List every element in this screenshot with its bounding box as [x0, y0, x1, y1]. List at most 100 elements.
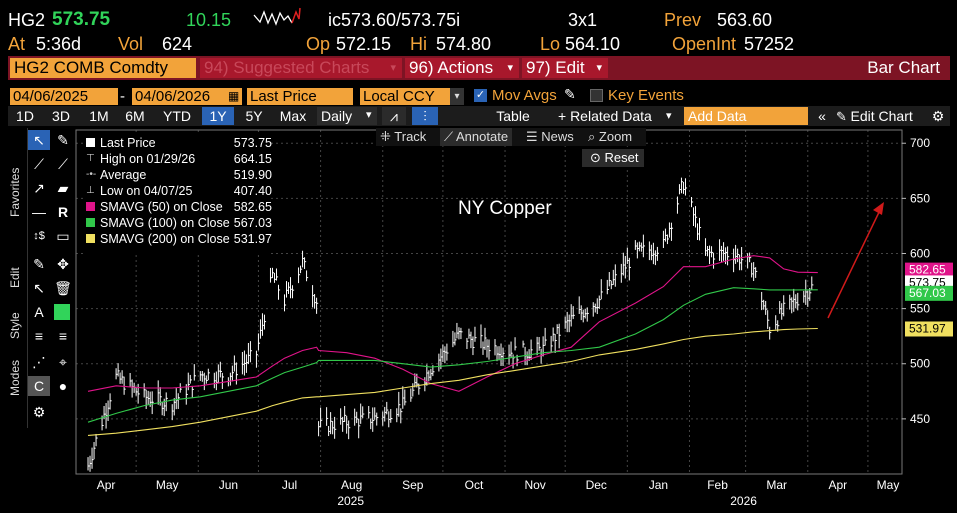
frequency-select[interactable]: Daily	[317, 107, 377, 125]
move-icon[interactable]: ✥	[57, 256, 69, 272]
tools-settings-icon[interactable]: ⚙	[32, 404, 46, 420]
trendline-icon[interactable]: ⟋	[34, 156, 44, 172]
collapse-chevrons-icon[interactable]: «	[818, 108, 826, 124]
year-label: 2025	[337, 494, 364, 508]
rectangle-icon[interactable]: ▭	[56, 228, 70, 244]
crosshair-mode-icon[interactable]: ⋰	[32, 354, 46, 370]
sparkline-icon	[252, 6, 302, 34]
horizontal-line-icon[interactable]: —	[32, 204, 46, 220]
legend-label: SMAVG (200) on Close	[100, 232, 230, 246]
color-swatch[interactable]	[54, 304, 70, 320]
period-ytd[interactable]: YTD	[163, 108, 191, 124]
track-tool[interactable]: ⁜ Track	[380, 129, 427, 144]
open-value: 572.15	[336, 34, 392, 54]
ticker[interactable]: HG2	[8, 10, 46, 30]
period-max[interactable]: Max	[279, 108, 307, 124]
actions-button[interactable]: 96) Actions ▾	[405, 58, 519, 78]
x-tick-label: Apr	[829, 478, 848, 492]
low-label: Lo	[540, 34, 561, 54]
ray-line-icon[interactable]: ⟋	[58, 156, 68, 172]
open-label: Op	[306, 34, 331, 54]
period-bar: 1D 3D 1M 6M YTD 1Y 5Y Max Daily ▾ ⩘ ⫶ Ta…	[8, 106, 950, 126]
legend-label: SMAVG (100) on Close	[100, 216, 230, 230]
select-icon[interactable]: ↖	[33, 280, 45, 296]
calendar-icon[interactable]: ▦	[228, 89, 240, 103]
zoom-tool[interactable]: ⌕ Zoom	[588, 129, 633, 144]
suggested-charts-button[interactable]: 94) Suggested Charts ▾	[200, 58, 402, 78]
period-5y[interactable]: 5Y	[245, 108, 263, 124]
y-tick-label: 600	[910, 246, 930, 260]
start-date-field[interactable]: 04/06/2025	[10, 88, 118, 105]
end-date-field[interactable]: 04/06/2026	[132, 88, 242, 105]
cycle-mode-icon[interactable]: C	[28, 376, 50, 396]
pencil-icon[interactable]: ✎	[564, 86, 576, 102]
chart-axes: Apr May Jun Jul Aug Sep Oct Nov Dec Jan Feb Mar Apr M…	[75, 129, 930, 508]
x-tick-label: Dec	[586, 478, 607, 492]
last-value-tag	[905, 321, 953, 337]
edit-button[interactable]: 97) Edit ▾	[522, 58, 608, 78]
legend-value: 664.15	[233, 152, 272, 166]
last-price: 573.75	[52, 9, 111, 30]
text-style-icon[interactable]: A	[34, 304, 44, 320]
line-weight-icon[interactable]: ≡	[58, 328, 68, 344]
related-data-button[interactable]: + Related Data	[558, 108, 652, 124]
reset-button[interactable]: ⊙ Reset	[582, 149, 644, 167]
legend-marker-icon: ⊥	[86, 185, 95, 196]
legend-marker-icon	[86, 234, 95, 243]
period-3d[interactable]: 3D	[52, 108, 70, 124]
prev-label: Prev	[664, 10, 702, 30]
bar-chart-icon[interactable]: ⫶	[412, 107, 438, 125]
at-label: At	[8, 34, 26, 54]
side-tab-strip: Favorites Edit Style Modes	[8, 128, 28, 428]
legend-label: Low on 04/07/25	[100, 184, 193, 198]
moving-averages	[87, 255, 818, 436]
arrow-line-icon[interactable]: ↗	[33, 180, 45, 196]
period-6m[interactable]: 6M	[125, 108, 145, 124]
currency-dropdown-icon[interactable]: ▾	[450, 88, 464, 105]
mov-avgs-label[interactable]: Mov Avgs	[492, 87, 557, 104]
period-1d[interactable]: 1D	[16, 108, 34, 124]
frequency-dropdown-icon[interactable]: ▾	[366, 109, 372, 121]
key-events-checkbox[interactable]	[590, 89, 603, 102]
annotate-tool[interactable]: ⟋ Annotate	[440, 128, 513, 146]
pointer-tool-icon[interactable]: ↖	[28, 130, 50, 150]
settings-gear-icon[interactable]: ⚙	[931, 108, 945, 124]
currency-select[interactable]: Local CCY	[360, 88, 450, 105]
bid-ask-size: 3x1	[568, 10, 598, 30]
news-tool[interactable]: ☰ News	[526, 129, 574, 144]
draw-tool-icon[interactable]: ✎	[57, 132, 69, 148]
bid-ask: ic573.60/573.75i	[328, 10, 461, 30]
legend-box: Last Price 573.75 ⊤ High on 01/29/26 664.15-…	[84, 135, 272, 255]
add-data-input[interactable]: Add Data	[684, 107, 808, 125]
low-value: 564.10	[565, 34, 621, 54]
pen-tool-icon[interactable]: ✎	[33, 256, 45, 272]
price-field-select[interactable]: Last Price	[247, 88, 353, 105]
legend-label: SMAVG (50) on Close	[100, 200, 223, 214]
x-tick-label: Aug	[341, 478, 362, 492]
palette-icon[interactable]: ●	[58, 378, 68, 394]
channel-icon[interactable]: ▰	[57, 180, 69, 196]
chart-type-label: Bar Chart	[867, 58, 940, 77]
table-button[interactable]: Table	[496, 108, 530, 124]
key-events-label[interactable]: Key Events	[608, 87, 684, 104]
security-field[interactable]: HG2 COMB Comdty	[10, 58, 196, 78]
period-1m[interactable]: 1M	[89, 108, 109, 124]
period-1y[interactable]: 1Y	[202, 107, 234, 125]
legend-marker-icon: -•-	[86, 169, 97, 180]
trash-icon[interactable]: 🗑	[54, 280, 72, 296]
legend-value: 582.65	[233, 200, 272, 214]
related-dropdown-icon[interactable]: ▾	[666, 110, 672, 122]
edit-chart-button[interactable]: ✎ Edit Chart	[836, 108, 913, 124]
y-tick-label: 700	[910, 136, 930, 150]
x-tick-label: Sep	[402, 478, 424, 492]
legend-label: High on 01/29/26	[100, 152, 196, 166]
openint-label: OpenInt	[672, 34, 737, 54]
y-tick-label: 550	[910, 302, 930, 316]
line-chart-icon[interactable]: ⩘	[382, 107, 406, 125]
retracement-icon[interactable]: R	[57, 204, 69, 220]
line-style-icon[interactable]: ≡	[34, 328, 44, 344]
magnet-mode-icon[interactable]: ⌖	[59, 354, 67, 370]
price-range-icon[interactable]: ↕$	[33, 230, 45, 242]
mov-avgs-checkbox[interactable]: ✓	[474, 89, 487, 102]
